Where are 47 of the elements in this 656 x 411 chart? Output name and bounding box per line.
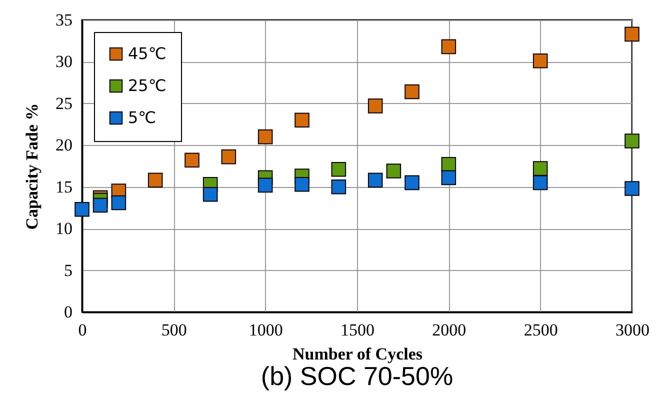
point	[404, 84, 420, 100]
y-tick-label: 15	[56, 177, 72, 196]
point	[624, 181, 640, 196]
point	[404, 175, 420, 190]
point	[294, 176, 310, 192]
x-tick-label: 500	[161, 320, 187, 340]
point	[532, 53, 548, 68]
point	[258, 129, 273, 144]
point	[184, 152, 200, 168]
x-tick-label: 3000	[616, 320, 650, 340]
x-tick-label: 0	[78, 320, 87, 340]
point	[221, 149, 236, 164]
point	[74, 202, 90, 217]
point	[368, 172, 383, 188]
y-axis-title: Capacity Fade %	[22, 103, 42, 230]
y-tick-label: 30	[56, 52, 72, 72]
point	[258, 178, 273, 193]
x-axis-title: Number of Cycles	[292, 344, 423, 364]
y-tick-label: 25	[56, 94, 72, 113]
point	[441, 39, 456, 54]
y-tick-label: 35	[56, 10, 72, 30]
legend-label: 45℃	[128, 44, 166, 63]
point	[624, 134, 640, 148]
point	[331, 179, 346, 194]
point	[202, 186, 218, 202]
y-tick-label: 5	[64, 260, 72, 280]
y-tick-label: 20	[56, 136, 72, 155]
point	[148, 172, 163, 188]
point	[624, 26, 640, 42]
point	[532, 175, 548, 190]
y-tick-label: 10	[56, 219, 72, 238]
x-tick-label: 1500	[340, 320, 374, 340]
x-tick-label: 2000	[432, 320, 466, 340]
legend-label: 5℃	[128, 108, 156, 127]
point	[441, 170, 456, 186]
point	[532, 161, 548, 176]
x-tick-label: 1000	[248, 320, 283, 340]
point	[331, 162, 346, 177]
point	[294, 112, 310, 128]
legend-label: 25℃	[128, 76, 166, 95]
point	[441, 156, 456, 172]
point	[386, 164, 402, 178]
x-tick-label: 2500	[524, 320, 558, 340]
point	[111, 195, 126, 210]
point	[92, 198, 108, 213]
y-tick-label: 0	[64, 302, 72, 322]
point	[368, 98, 383, 114]
